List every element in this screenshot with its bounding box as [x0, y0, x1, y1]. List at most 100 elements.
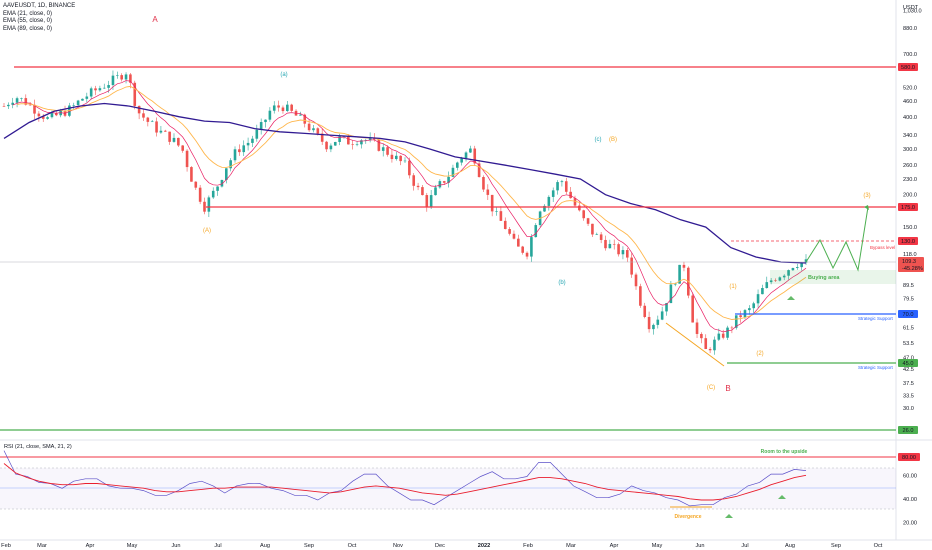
- candle-body: [678, 264, 681, 284]
- price-tick-label: 1,030.0: [903, 8, 922, 14]
- time-axis-ticks[interactable]: Feb Mar Apr May Jun Jul Aug Sep Oct Nov Dec 2022 Feb…: [1, 543, 883, 549]
- candle-body: [495, 211, 498, 212]
- price-tick-label: 61.5: [903, 325, 914, 331]
- candle-body: [98, 88, 102, 91]
- candle-body: [630, 257, 633, 275]
- candle-body: [211, 190, 215, 198]
- candle-body: [381, 147, 385, 151]
- candle-body: [473, 148, 477, 164]
- time-tick-label: Feb: [523, 543, 533, 549]
- price-tick-label: 150.0: [903, 225, 917, 231]
- time-tick-label: Oct: [348, 543, 357, 549]
- time-tick-label: Jul: [214, 543, 221, 549]
- wave-label-(3): (3): [863, 193, 870, 199]
- ema89-legend: EMA (89, close, 0): [3, 25, 53, 32]
- candle-body: [477, 163, 481, 178]
- candle-body: [595, 234, 599, 236]
- rsi-legend: RSI (21, close, SMA, 21, 2): [4, 444, 72, 450]
- price-tick-label: 89.5: [903, 283, 914, 289]
- candle-body: [207, 197, 211, 212]
- time-tick-label: Aug: [260, 543, 270, 549]
- candle-body: [434, 187, 437, 196]
- candle-body: [717, 333, 721, 340]
- current-price-label: 109.3: [902, 259, 916, 265]
- candle-body: [360, 140, 363, 145]
- candle-body: [560, 181, 564, 183]
- candle-body: [76, 100, 80, 105]
- ema21-line: [12, 80, 807, 333]
- ema-layer: [3, 80, 807, 333]
- candle-body: [730, 327, 734, 329]
- price-tick-label: 880.0: [903, 26, 917, 32]
- candle-body: [756, 294, 760, 304]
- label-130: 130.0: [901, 239, 915, 245]
- candle-body: [7, 104, 10, 107]
- ema55-legend: EMA (55, close, 0): [3, 18, 53, 25]
- candle-body: [299, 114, 302, 116]
- candle-body: [33, 104, 36, 114]
- candle-body: [2, 106, 6, 107]
- candle-body: [303, 114, 307, 124]
- price-axis-ticks[interactable]: 1,030.0 880.0 700.0 520.0 460.0 400.0 340.0 300…: [903, 8, 922, 412]
- wave-label-B: B: [725, 384, 730, 393]
- candle-body: [181, 145, 185, 151]
- label-175-bg: [898, 203, 918, 211]
- time-tick-label: Jun: [695, 543, 704, 549]
- candle-body: [268, 110, 272, 120]
- candle-body: [185, 150, 189, 168]
- price-tick-label: 53.5: [903, 341, 914, 347]
- candle-body: [338, 136, 341, 142]
- candle-body: [72, 104, 76, 106]
- candle-body: [312, 128, 315, 131]
- time-tick-label: Dec: [435, 543, 445, 549]
- rsi-tick-label: 60.00: [903, 473, 917, 479]
- price-tick-label: 200.0: [903, 193, 917, 199]
- candle-body: [28, 104, 32, 106]
- time-tick-label: Nov: [393, 543, 403, 549]
- candle-body: [333, 141, 337, 146]
- wave-label-(A): (A): [203, 228, 211, 234]
- price-tick-label: 520.0: [903, 85, 917, 91]
- candle-body: [739, 315, 742, 318]
- wave-c-leg: [665, 322, 725, 367]
- candle-body: [281, 107, 285, 112]
- price-tick-label: 47.0: [903, 356, 914, 362]
- candle-body: [11, 102, 15, 105]
- candle-body: [761, 288, 764, 295]
- candle-body: [748, 308, 751, 311]
- symbol-title: AAVEUSDT, 1D, BINANCE: [3, 3, 76, 9]
- current-change-label: -45.28%: [902, 266, 923, 272]
- rsi-band: [0, 468, 896, 509]
- candle-body: [460, 158, 463, 163]
- rsi-axis-ticks[interactable]: 60.00 40.00 20.00: [903, 473, 917, 526]
- candle-body: [41, 116, 45, 119]
- candle-body: [438, 181, 442, 188]
- candle-body: [137, 105, 141, 114]
- candle-body: [116, 75, 119, 76]
- buy-marker-main: [787, 296, 795, 300]
- candle-body: [146, 117, 150, 122]
- candle-body: [551, 190, 555, 197]
- main-pane[interactable]: [0, 0, 896, 438]
- candle-body: [94, 88, 97, 91]
- candle-body: [277, 105, 280, 108]
- price-tick-label: 118.0: [903, 252, 917, 258]
- candle-body: [639, 286, 642, 306]
- candle-body: [621, 250, 625, 255]
- time-tick-label: Sep: [304, 543, 314, 549]
- time-tick-label: Jul: [741, 543, 748, 549]
- candle-body: [708, 348, 712, 351]
- candle-body: [412, 175, 416, 186]
- price-tick-label: 340.0: [903, 133, 917, 139]
- candle-body: [238, 149, 241, 153]
- candle-body: [102, 87, 106, 89]
- price-tick-label: 37.5: [903, 381, 914, 387]
- candle-body: [347, 136, 350, 145]
- candle-body: [490, 194, 494, 212]
- chart-legend: AAVEUSDT, 1D, BINANCE EMA (21, close, 0)…: [3, 3, 75, 33]
- label-70-bg: [898, 310, 918, 318]
- label-45-bg: [898, 359, 918, 367]
- candle-body: [264, 119, 267, 123]
- candle-body: [656, 319, 660, 325]
